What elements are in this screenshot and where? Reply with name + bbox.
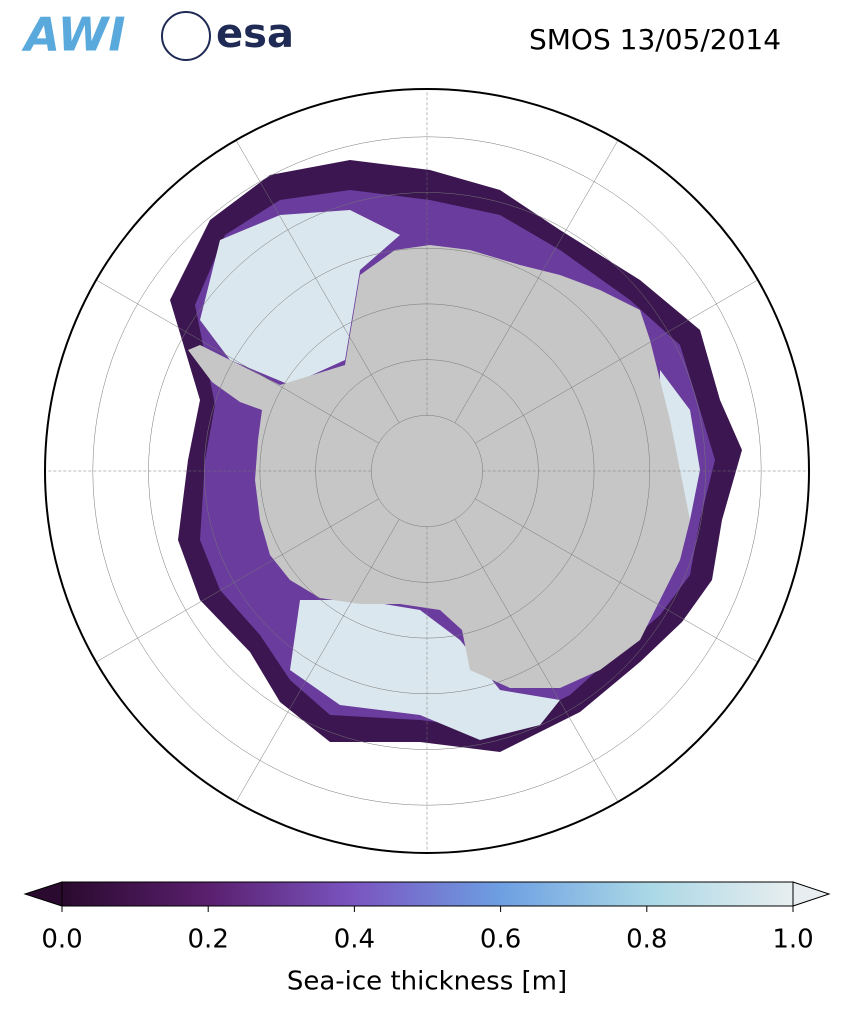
meridian-line [475,498,758,663]
meridian-line [96,279,379,444]
extend-high [792,881,831,907]
tick-label: 0.4 [334,925,375,955]
tick-label: 1.0 [772,925,813,955]
meridian-line [475,279,758,444]
esa-logo: esa [216,11,294,57]
extend-low [23,881,63,907]
tick-label: 0.8 [626,925,667,955]
meridian-line [96,498,379,663]
map [170,160,742,752]
meridian-line [454,519,619,802]
logos: AWI esa [22,8,294,62]
antarctica [188,245,690,688]
latitude-line [92,136,762,806]
colorbar-label: Sea-ice thickness [m] [287,967,567,997]
tick-label: 0.0 [41,925,82,955]
colorbar: 0.0 0.2 0.4 0.6 0.8 1.0 Sea-ice thickness [m] [23,881,831,997]
map-boundary [44,88,810,854]
title: SMOS 13/05/2014 [529,23,781,56]
colorbar-ramp [61,881,794,907]
tick-label: 0.6 [480,925,521,955]
sea-ice-thick [200,210,700,740]
esa-emblem [161,11,211,61]
graticule [45,89,809,853]
tick-label: 0.2 [188,925,229,955]
awi-logo: AWI [22,8,126,62]
meridian-line [235,140,400,423]
meridian-line [454,140,619,423]
meridian-line [235,519,400,802]
